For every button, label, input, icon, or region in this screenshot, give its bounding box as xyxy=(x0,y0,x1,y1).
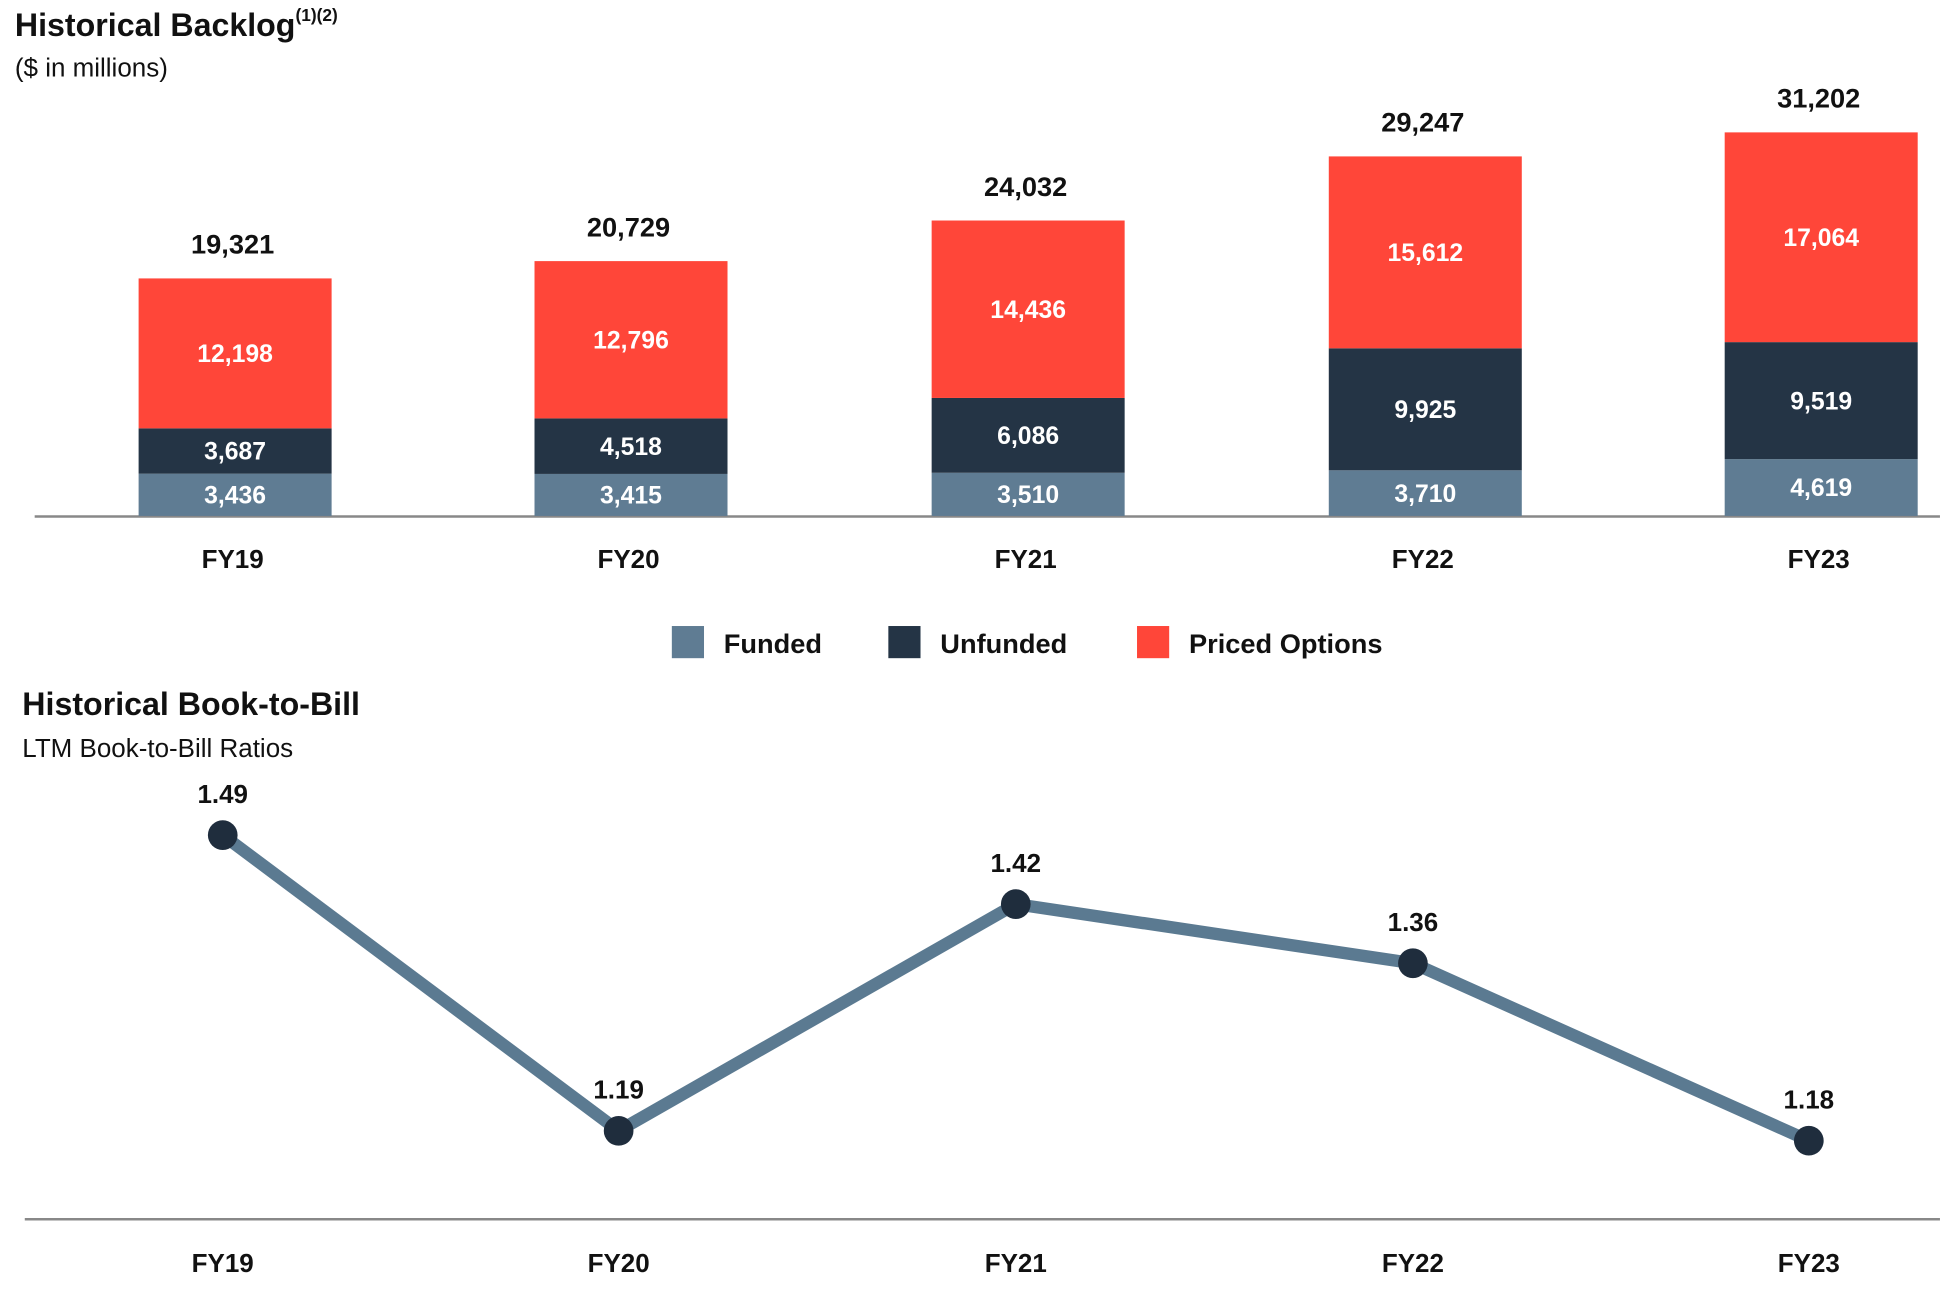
x-tick-label: FY21 xyxy=(995,544,1057,574)
legend-swatch xyxy=(1137,626,1170,659)
value-label: 1.36 xyxy=(1388,907,1439,937)
x-tick-label: FY23 xyxy=(1778,1248,1840,1278)
bar-segment xyxy=(1328,156,1522,349)
bar-segment xyxy=(138,278,332,429)
value-label: 1.18 xyxy=(1784,1085,1835,1115)
value-label: 17,064 xyxy=(1783,225,1859,252)
value-label: 3,415 xyxy=(600,483,662,510)
x-tick-label: FY22 xyxy=(1392,544,1454,574)
x-tick-label: FY20 xyxy=(588,1248,650,1278)
chart-title: Historical Backlog(1)(2) xyxy=(15,5,338,43)
value-label: 4,518 xyxy=(600,434,662,461)
bar-segment xyxy=(534,418,728,474)
value-label: 14,436 xyxy=(990,297,1066,324)
total-label: 20,729 xyxy=(587,211,670,242)
bar-segment xyxy=(138,473,332,516)
title-superscript: (1)(2) xyxy=(295,5,337,25)
marker xyxy=(1000,889,1031,919)
value-label: 12,796 xyxy=(593,327,669,354)
value-label: 12,198 xyxy=(197,341,273,368)
marker xyxy=(603,1115,634,1146)
value-label: 3,436 xyxy=(204,482,266,509)
value-label: 1.42 xyxy=(991,848,1042,878)
marker xyxy=(1793,1125,1824,1156)
bar-segment xyxy=(1724,459,1918,516)
legend-swatch xyxy=(888,626,921,659)
value-label: 1.49 xyxy=(197,779,248,809)
value-label: 3,510 xyxy=(997,482,1059,509)
legend-label: Priced Options xyxy=(1189,628,1382,659)
total-label: 19,321 xyxy=(191,229,274,260)
legend-swatch xyxy=(671,626,705,659)
value-label: 4,619 xyxy=(1790,475,1852,502)
legend-label: Unfunded xyxy=(940,628,1067,659)
bar-segment xyxy=(1724,342,1918,460)
marker xyxy=(207,820,238,850)
bar-segment xyxy=(931,220,1125,398)
chart-title: Historical Book-to-Bill xyxy=(22,686,360,722)
marker xyxy=(1398,948,1428,979)
bar-segment xyxy=(534,473,728,516)
bar-segment xyxy=(1328,348,1522,471)
bar-segment xyxy=(931,397,1125,473)
x-tick-label: FY23 xyxy=(1788,544,1850,574)
legend-label: Funded xyxy=(724,628,822,659)
chart-subtitle: LTM Book-to-Bill Ratios xyxy=(22,733,293,763)
x-tick-label: FY19 xyxy=(202,544,264,574)
value-label: 3,710 xyxy=(1394,481,1456,508)
total-label: 31,202 xyxy=(1777,83,1860,114)
value-label: 3,687 xyxy=(204,439,266,466)
title-text: Historical Backlog xyxy=(15,7,296,43)
bar-segment xyxy=(1328,470,1522,516)
x-tick-label: FY22 xyxy=(1382,1248,1444,1278)
bar-segment xyxy=(534,261,728,419)
bar-segment xyxy=(1724,132,1918,343)
value-label: 15,612 xyxy=(1387,240,1463,267)
x-tick-label: FY21 xyxy=(985,1248,1047,1278)
value-label: 9,925 xyxy=(1394,397,1456,424)
value-label: 6,086 xyxy=(997,423,1059,450)
value-label: 1.19 xyxy=(593,1075,644,1105)
chart-subtitle: ($ in millions) xyxy=(15,53,168,83)
x-tick-label: FY19 xyxy=(192,1248,254,1278)
bar-segment xyxy=(931,472,1125,516)
total-label: 29,247 xyxy=(1381,107,1464,138)
bar-segment xyxy=(138,428,332,474)
value-label: 9,519 xyxy=(1790,388,1852,415)
total-label: 24,032 xyxy=(984,171,1067,202)
x-tick-label: FY20 xyxy=(597,544,659,574)
line xyxy=(219,830,1812,1147)
